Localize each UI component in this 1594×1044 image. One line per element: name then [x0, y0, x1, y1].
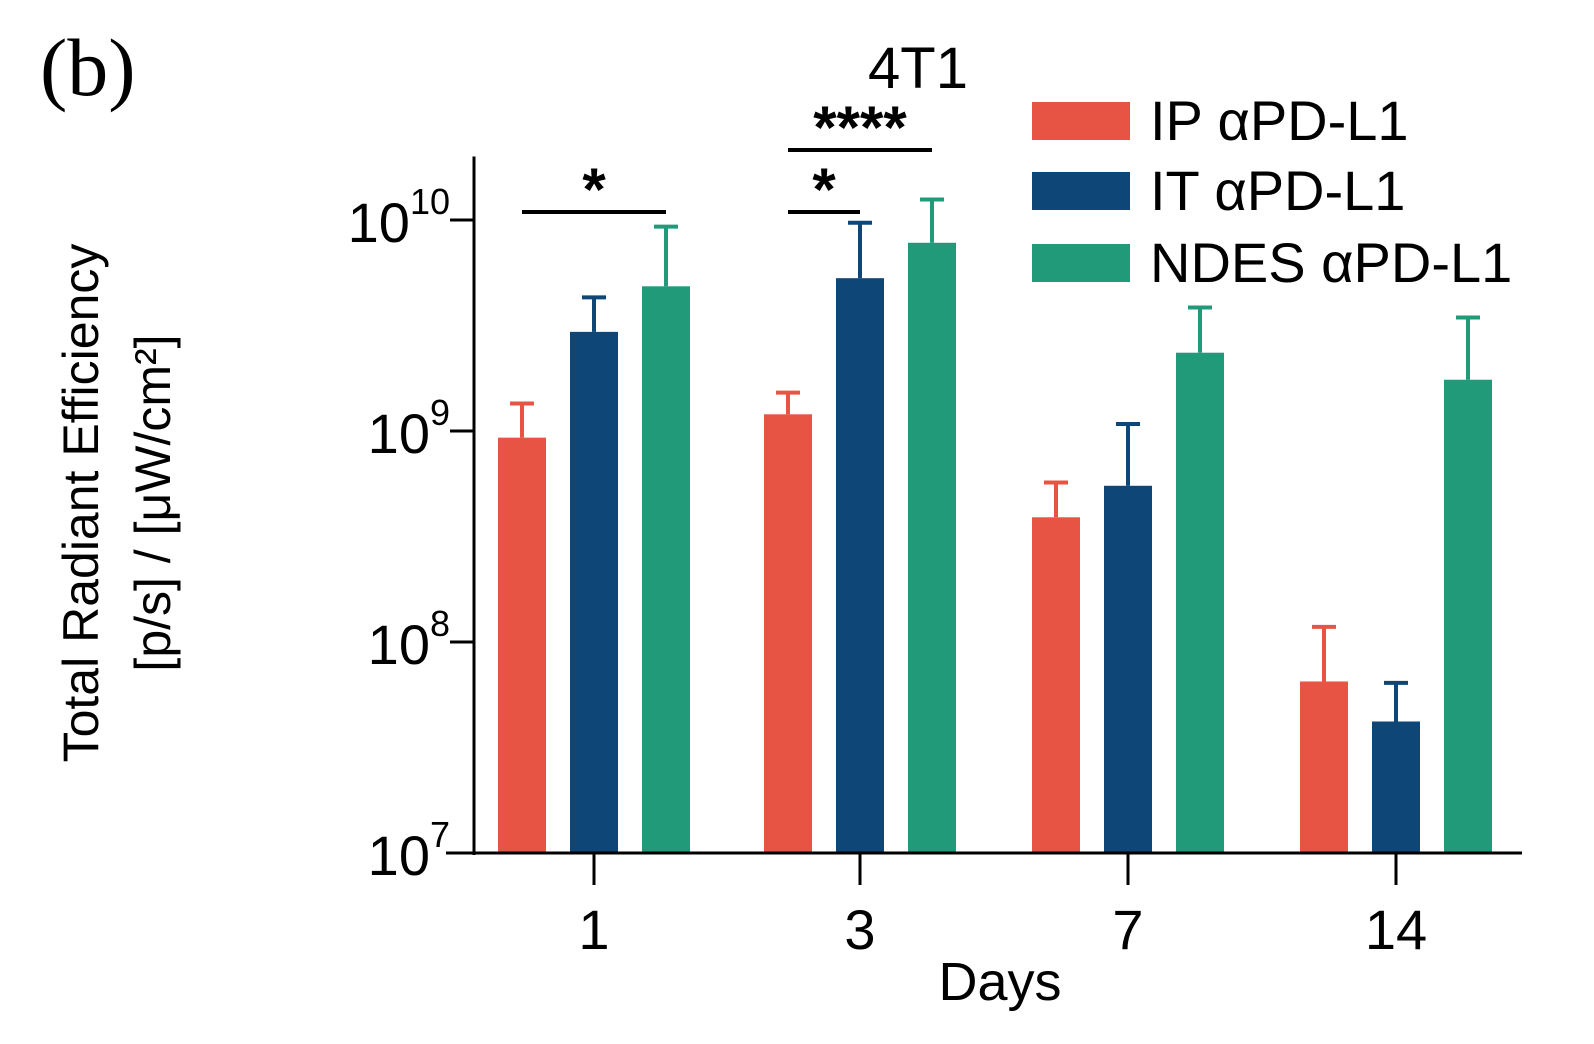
y-tick-label: 1010: [348, 181, 450, 254]
x-tick-label: 14: [1365, 898, 1427, 961]
y-axis-label-line1: Total Radiant Efficiency: [53, 244, 109, 763]
x-tick-label: 3: [844, 898, 875, 961]
bar: [570, 331, 618, 853]
bar: [1032, 517, 1080, 853]
bar: [764, 414, 812, 853]
bar: [642, 286, 690, 854]
x-tick-label: 7: [1112, 898, 1143, 961]
y-axis-label-line2: [p/s] / [μW/cm²]: [125, 334, 181, 671]
bar: [498, 437, 546, 853]
legend-swatch: [1032, 244, 1130, 282]
legend-label: NDES αPD-L1: [1150, 231, 1512, 294]
x-tick-label: 1: [578, 898, 609, 961]
bar: [1444, 379, 1492, 853]
y-tick-label: 107: [368, 814, 450, 887]
legend-label: IP αPD-L1: [1150, 89, 1409, 152]
y-tick-label: 108: [368, 603, 450, 676]
bar: [1300, 681, 1348, 853]
chart-title: 4T1: [868, 36, 968, 101]
y-tick-label: 109: [368, 392, 450, 465]
bar: [1176, 352, 1224, 853]
significance-label: ****: [813, 94, 907, 161]
bar: [836, 278, 884, 853]
x-axis-label: Days: [938, 952, 1061, 1012]
bar: [1104, 485, 1152, 853]
bar: [908, 242, 956, 853]
bar: [1372, 721, 1420, 853]
significance-label: *: [582, 156, 606, 223]
significance-label: *: [812, 156, 836, 223]
legend-swatch: [1032, 102, 1130, 140]
legend-label: IT αPD-L1: [1150, 159, 1405, 222]
legend-swatch: [1032, 172, 1130, 210]
panel-label: (b): [40, 22, 136, 113]
legend: IP αPD-L1 IT αPD-L1 NDES αPD-L1: [1032, 89, 1512, 294]
